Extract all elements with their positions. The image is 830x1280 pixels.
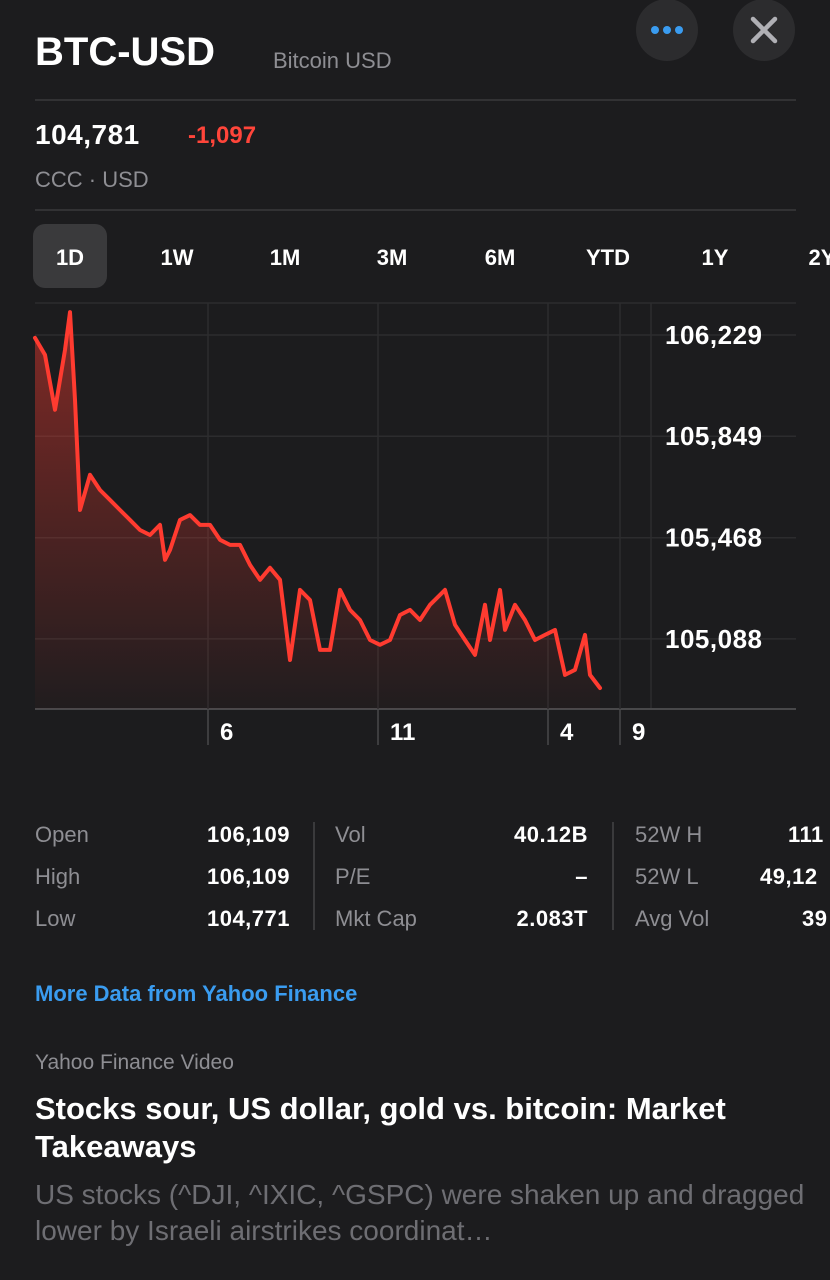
stat-value: 40.12B: [514, 822, 588, 847]
stat-value: 106,109: [206, 822, 290, 847]
y-tick-label: 105,468: [665, 523, 762, 553]
x-tick-label: 9: [632, 719, 645, 746]
range-button[interactable]: YTD: [586, 245, 630, 270]
stat-label: 52W H: [635, 822, 703, 847]
stat-value: –: [575, 864, 588, 889]
range-button[interactable]: 3M: [377, 245, 408, 270]
stat-label: Avg Vol: [635, 906, 710, 931]
range-button[interactable]: 1Y: [702, 245, 729, 270]
range-button[interactable]: 1W: [161, 245, 194, 270]
price: 104,781: [35, 119, 140, 150]
range-button[interactable]: 2Y: [809, 245, 830, 270]
stat-label: 52W L: [635, 864, 699, 889]
y-tick-label: 106,229: [665, 320, 762, 350]
x-tick-label: 4: [560, 719, 574, 746]
more-data-link[interactable]: More Data from Yahoo Finance: [35, 981, 358, 1006]
stat-label: Open: [35, 822, 89, 847]
stat-value: 104,771: [206, 906, 290, 931]
stat-label: Vol: [335, 822, 366, 847]
x-tick-label: 6: [220, 719, 233, 746]
stat-label: High: [35, 864, 81, 889]
stats-divider: [313, 822, 315, 930]
stats-divider: [612, 822, 614, 930]
price-area: [35, 312, 600, 709]
y-tick-label: 105,849: [665, 421, 762, 451]
chart-canvas: 1D 1W 1M 3M 6M YTD 1Y 2Y 105,088 105,468 105,849 1…: [33, 0, 830, 746]
more-dot: [651, 26, 659, 34]
y-tick-label: 105,088: [665, 624, 762, 654]
news-source: Yahoo Finance Video: [35, 1051, 234, 1074]
range-button[interactable]: 6M: [485, 245, 516, 270]
news-headline[interactable]: Stocks sour, US dollar, gold vs. bitcoin…: [35, 1091, 726, 1164]
stat-value: 2.083T: [516, 906, 588, 931]
stat-label: Mkt Cap: [335, 906, 417, 931]
range-button[interactable]: 1M: [270, 245, 301, 270]
stat-label: P/E: [335, 864, 371, 889]
news-summary: US stocks (^DJI, ^IXIC, ^GSPC) were shak…: [35, 1179, 805, 1246]
stat-value: 111: [788, 822, 824, 847]
x-tick-label: 11: [390, 719, 415, 746]
stat-value: 106,109: [206, 864, 290, 889]
price-change: -1,097: [188, 122, 257, 149]
range-button[interactable]: 1D: [56, 245, 84, 270]
stat-value: 49,12: [760, 864, 818, 889]
exchange: CCC · USD: [35, 167, 149, 192]
range-selected: [33, 224, 107, 288]
stat-label: Low: [35, 906, 76, 931]
symbol: BTC-USD: [35, 30, 215, 74]
more-dot: [675, 26, 683, 34]
company-name: Bitcoin USD: [273, 48, 392, 73]
price-line: [33, 310, 602, 690]
more-dot: [663, 26, 671, 34]
stat-value: 39: [802, 906, 828, 931]
close-icon: [750, 16, 778, 44]
